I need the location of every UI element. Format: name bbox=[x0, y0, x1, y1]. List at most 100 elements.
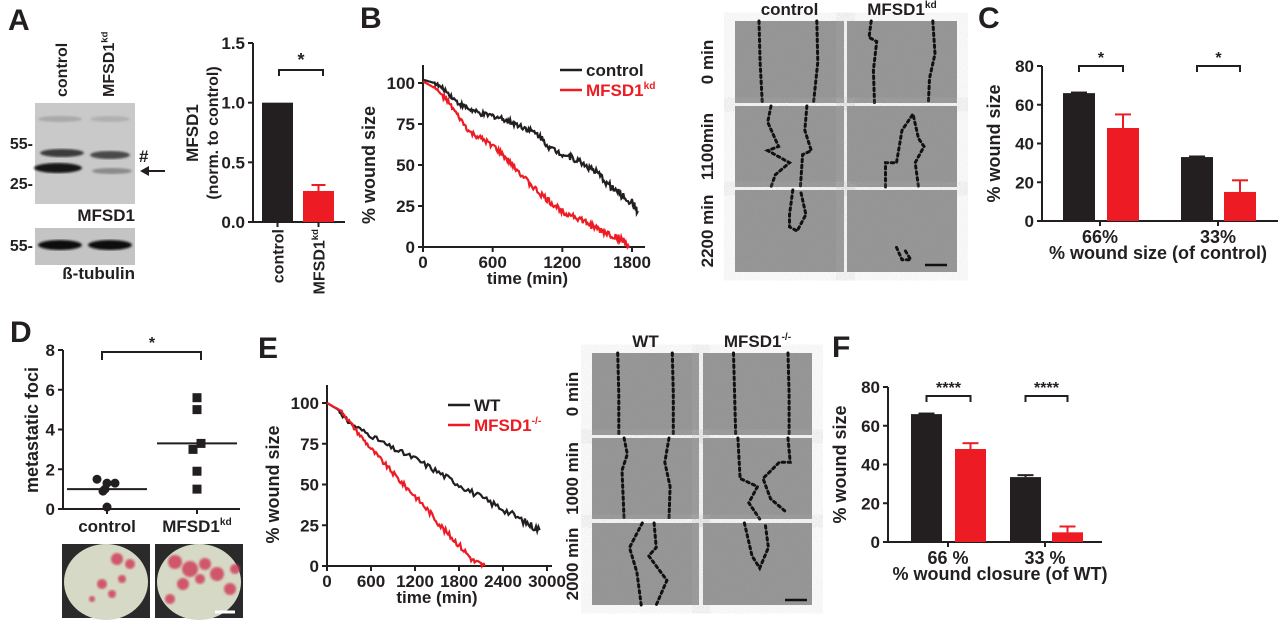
y-tick-label: 100 bbox=[291, 394, 319, 413]
data-point-circle bbox=[102, 502, 112, 512]
blot-loading-control-label: ß-tubulin bbox=[62, 264, 135, 283]
label-superscript: kd bbox=[100, 31, 111, 42]
metastatic-focus bbox=[230, 564, 240, 574]
bar bbox=[1010, 477, 1041, 542]
x-tick-label: 2400 bbox=[484, 572, 522, 591]
wound-edge-dotted-line bbox=[663, 436, 672, 521]
y-tick-label: 0 bbox=[871, 533, 880, 552]
significance-bracket bbox=[101, 351, 202, 360]
metastatic-focus bbox=[224, 583, 236, 595]
wound-edge-dotted-line bbox=[895, 245, 914, 262]
metastatic-focus bbox=[111, 553, 123, 565]
x-tick-label: 33 % bbox=[1024, 548, 1065, 568]
panel-letter-e: E bbox=[258, 332, 278, 365]
metastatic-focus bbox=[168, 555, 182, 569]
wound-edge-dotted-line bbox=[620, 436, 629, 521]
y-axis-label: metastatic foci bbox=[22, 367, 42, 493]
label-superscript: kd bbox=[220, 517, 232, 528]
label-base: MFSD1 bbox=[101, 43, 118, 97]
metastatic-focus bbox=[195, 574, 205, 584]
lung-photo-mfsd1kd bbox=[155, 544, 243, 620]
label-base: MFSD1 bbox=[586, 81, 644, 100]
significance-label: **** bbox=[1034, 380, 1060, 397]
significance-bracket bbox=[1196, 65, 1241, 72]
bar bbox=[911, 414, 942, 542]
series-line-red bbox=[326, 402, 486, 570]
y-tick-label: 0 bbox=[406, 238, 415, 257]
y-axis-label: % wound size bbox=[263, 425, 283, 543]
micrograph bbox=[735, 104, 844, 189]
y-axis-label: MFSD1 bbox=[183, 104, 202, 162]
micrograph-image bbox=[703, 438, 812, 519]
wound-edge-dotted-line bbox=[812, 19, 820, 105]
x-tick-label: control bbox=[271, 229, 288, 283]
y-axis-label-sub: (norm. to control) bbox=[205, 66, 222, 199]
wound-edge-dotted-line bbox=[867, 19, 879, 105]
bar-1 bbox=[303, 190, 334, 222]
significance-bracket bbox=[925, 395, 972, 402]
significance-bracket bbox=[278, 69, 324, 76]
label-superscript: kd bbox=[925, 0, 937, 11]
y-tick-label: 40 bbox=[861, 456, 880, 475]
label-base: control bbox=[586, 61, 644, 80]
lane-label-control: control bbox=[54, 43, 71, 97]
label-base: MFSD1 bbox=[867, 0, 925, 19]
micrograph-image bbox=[735, 106, 844, 187]
x-tick-label: 1800 bbox=[613, 253, 651, 272]
metastatic-focus bbox=[125, 559, 135, 569]
label-superscript: -/- bbox=[532, 416, 542, 427]
column-label: control bbox=[761, 0, 819, 19]
significance-bracket bbox=[1078, 65, 1124, 72]
y-tick-label: 20 bbox=[1015, 173, 1034, 192]
wound-edge-dotted-line bbox=[732, 351, 738, 437]
legend-label: WT bbox=[474, 396, 501, 415]
bar bbox=[1063, 93, 1095, 221]
x-axis-label: time (min) bbox=[487, 269, 568, 288]
column-label: WT bbox=[632, 332, 659, 351]
micrograph bbox=[592, 436, 699, 521]
band bbox=[38, 240, 82, 250]
metastatic-focus bbox=[199, 558, 211, 570]
metastatic-focus bbox=[182, 561, 198, 577]
y-tick-label: 4 bbox=[46, 421, 56, 440]
bar-0 bbox=[262, 102, 293, 222]
micrograph bbox=[703, 351, 812, 437]
band-marker-hash: # bbox=[139, 147, 149, 166]
row-label: 2200 min bbox=[698, 195, 717, 268]
y-tick-label: 50 bbox=[300, 476, 319, 495]
y-tick-label: 1.0 bbox=[221, 94, 245, 113]
legend-label: MFSD1kd bbox=[586, 81, 656, 100]
label-base: MFSD1 bbox=[724, 332, 782, 351]
row-label: 0 min bbox=[698, 40, 717, 84]
significance-label: * bbox=[149, 335, 156, 352]
blot-protein-label: MFSD1 bbox=[77, 206, 135, 225]
significance-label: * bbox=[1098, 50, 1105, 67]
micrograph bbox=[847, 190, 957, 272]
label-base: MFSD1 bbox=[474, 416, 532, 435]
y-axis-label: % wound size bbox=[984, 84, 1004, 202]
y-tick-label: 60 bbox=[861, 417, 880, 436]
row-label: 1100min bbox=[698, 113, 717, 180]
x-tick-label: 1200 bbox=[396, 572, 434, 591]
micrograph bbox=[735, 19, 844, 105]
x-tick-label: 3000 bbox=[528, 572, 566, 591]
bar bbox=[1052, 532, 1083, 542]
mw-marker-55-tubulin: 55- bbox=[10, 238, 33, 255]
micrograph-image bbox=[847, 106, 957, 187]
y-axis-label: % wound size bbox=[359, 106, 379, 224]
y-tick-label: 0 bbox=[46, 500, 55, 519]
wound-edge-dotted-line bbox=[736, 436, 762, 521]
row-label: 2000 min bbox=[563, 528, 582, 601]
label-base: WT bbox=[474, 396, 501, 415]
panel-letter-a: A bbox=[8, 4, 30, 37]
metastatic-focus bbox=[89, 596, 95, 602]
wound-edge-dotted-line bbox=[926, 19, 937, 105]
label-base: MFSD1 bbox=[162, 517, 220, 536]
x-tick-label: 0 bbox=[322, 572, 331, 591]
row-label: 0 min bbox=[563, 372, 582, 416]
bar bbox=[955, 449, 986, 542]
wound-edge-dotted-line bbox=[761, 436, 792, 513]
metastatic-focus bbox=[118, 575, 126, 583]
series-line-black bbox=[422, 78, 639, 218]
